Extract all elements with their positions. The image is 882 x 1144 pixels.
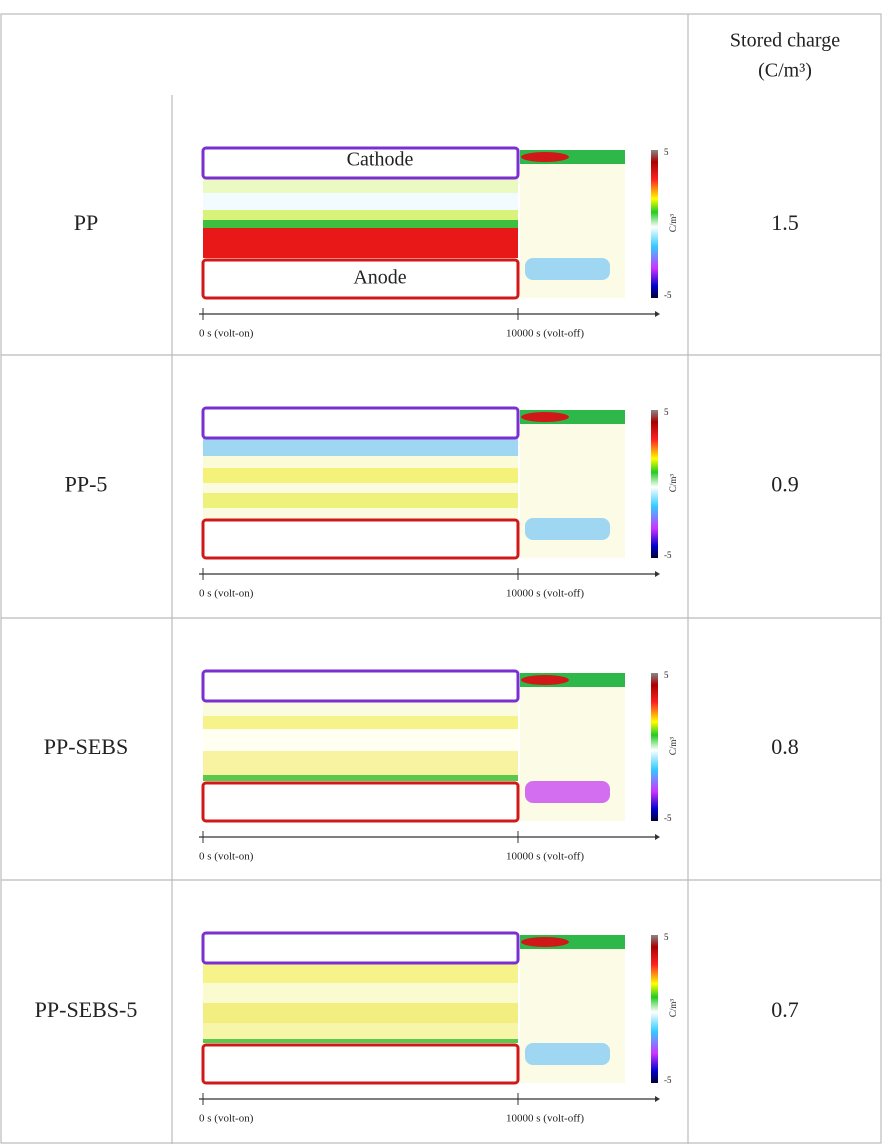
- anode-region: [201, 1043, 520, 1085]
- colorbar: [651, 150, 658, 298]
- map-band: [203, 438, 518, 456]
- decay-peak: [521, 412, 569, 422]
- map-band: [203, 193, 518, 210]
- colorbar-min: -5: [664, 290, 672, 300]
- colorbar-max: 5: [664, 932, 669, 942]
- colorbar: [651, 410, 658, 558]
- header-unit: (C/m³): [758, 60, 812, 82]
- anode-label: Anode: [353, 267, 406, 289]
- map-band: [203, 983, 518, 1003]
- decay-band: [525, 781, 610, 803]
- time-start: 0 s (volt-on): [199, 1113, 254, 1125]
- axis-arrow: [655, 311, 660, 317]
- cathode-region: [201, 931, 520, 965]
- colorbar-min: -5: [664, 813, 672, 823]
- map-band: [203, 751, 518, 775]
- colorbar-unit: C/m³: [668, 474, 678, 493]
- map-band: [203, 228, 518, 258]
- anode-region: [201, 781, 520, 823]
- colorbar-unit: C/m³: [668, 214, 678, 233]
- colorbar-max: 5: [664, 407, 669, 417]
- sample-name: PP: [74, 210, 98, 235]
- anode-region: [201, 258, 520, 300]
- cathode-label: Cathode: [347, 149, 414, 171]
- colorbar: [651, 935, 658, 1083]
- map-band: [203, 468, 518, 483]
- colorbar-max: 5: [664, 670, 669, 680]
- stored-charge: 1.5: [771, 210, 799, 235]
- time-end: 10000 s (volt-off): [506, 328, 584, 340]
- time-end: 10000 s (volt-off): [506, 1113, 584, 1125]
- axis-arrow: [655, 571, 660, 577]
- cathode-region: [201, 669, 520, 703]
- colorbar-max: 5: [664, 147, 669, 157]
- cathode-region: [201, 406, 520, 440]
- decay-band: [525, 1043, 610, 1065]
- sample-name: PP-5: [65, 472, 108, 497]
- table-border: [0, 13, 882, 1144]
- stored-charge: 0.9: [771, 472, 799, 497]
- decay-band: [525, 518, 610, 540]
- decay-peak: [521, 937, 569, 947]
- axis-arrow: [655, 834, 660, 840]
- decay-peak: [521, 152, 569, 162]
- colorbar-unit: C/m³: [668, 737, 678, 756]
- colorbar-min: -5: [664, 550, 672, 560]
- decay-peak: [521, 675, 569, 685]
- sample-name: PP-SEBS-5: [35, 997, 138, 1022]
- anode-region: [201, 518, 520, 560]
- colorbar-unit: C/m³: [668, 999, 678, 1018]
- time-end: 10000 s (volt-off): [506, 588, 584, 600]
- time-end: 10000 s (volt-off): [506, 851, 584, 863]
- time-start: 0 s (volt-on): [199, 588, 254, 600]
- map-band: [203, 210, 518, 220]
- stored-charge: 0.8: [771, 734, 799, 759]
- time-start: 0 s (volt-on): [199, 851, 254, 863]
- map-band: [203, 178, 518, 193]
- colorbar-min: -5: [664, 1075, 672, 1085]
- map-band: [203, 483, 518, 493]
- header-label: Stored charge: [730, 30, 840, 52]
- map-band: [203, 1003, 518, 1023]
- map-band: [203, 493, 518, 508]
- cathode-region: [201, 146, 520, 180]
- map-band: [203, 716, 518, 729]
- map-band: [203, 508, 518, 518]
- map-band: [203, 1039, 518, 1043]
- stored-charge: 0.7: [771, 997, 799, 1022]
- sample-name: PP-SEBS: [44, 734, 128, 759]
- decay-band: [525, 258, 610, 280]
- axis-arrow: [655, 1096, 660, 1102]
- map-band: [203, 775, 518, 781]
- colorbar: [651, 673, 658, 821]
- map-band: [203, 1023, 518, 1039]
- map-band: [203, 220, 518, 228]
- map-band: [203, 701, 518, 716]
- map-band: [203, 963, 518, 983]
- map-band: [203, 456, 518, 468]
- time-start: 0 s (volt-on): [199, 328, 254, 340]
- map-band: [203, 729, 518, 751]
